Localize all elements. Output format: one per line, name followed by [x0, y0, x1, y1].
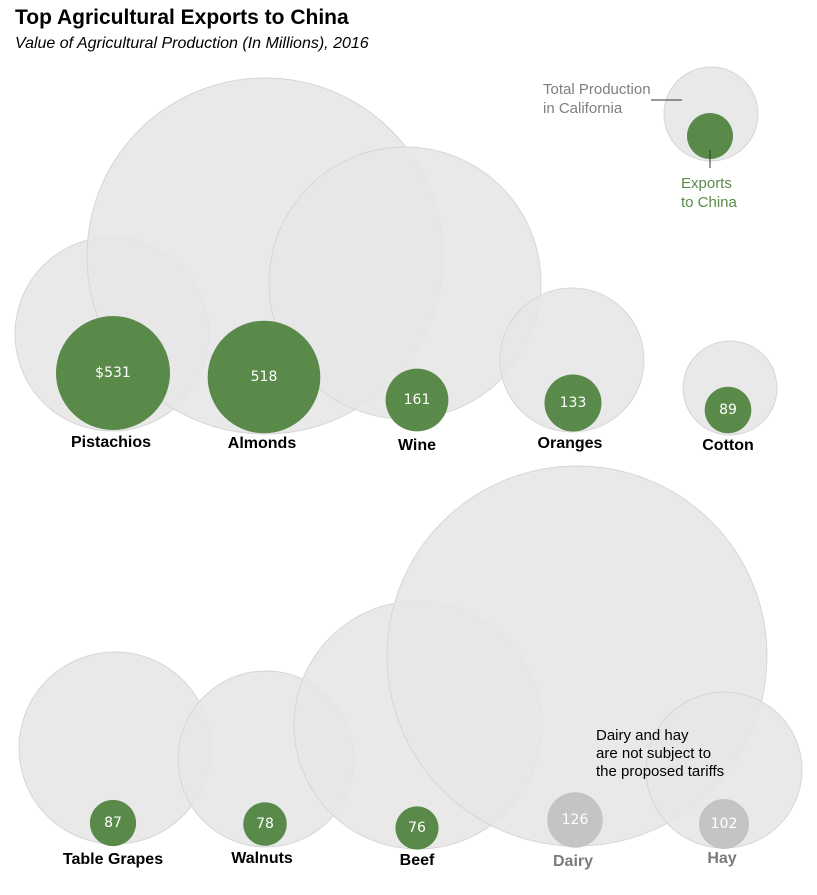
- value-label-cotton: 89: [719, 402, 737, 418]
- chart-title: Top Agricultural Exports to China: [15, 6, 349, 29]
- category-label-almonds: Almonds: [228, 435, 297, 452]
- export-circle-dairy: [547, 792, 603, 848]
- category-label-beef: Beef: [400, 852, 435, 869]
- tariff-note-line: the proposed tariffs: [596, 763, 724, 780]
- export-circle-cotton: [704, 386, 752, 434]
- legend-export-circle: [687, 113, 733, 159]
- value-label-beef: 76: [408, 820, 426, 836]
- export-circle-almonds: [207, 320, 321, 434]
- category-label-table-grapes: Table Grapes: [63, 851, 163, 868]
- value-label-pistachios: $531: [95, 365, 131, 381]
- export-circle-oranges: [544, 374, 602, 432]
- category-label-hay: Hay: [707, 850, 736, 867]
- total-circle-oranges: [499, 287, 645, 433]
- value-label-dairy: 126: [562, 812, 589, 828]
- export-circle-beef: [395, 806, 439, 850]
- export-circle-hay: [699, 799, 749, 849]
- value-label-hay: 102: [711, 816, 738, 832]
- tariff-note-line: Dairy and hay: [596, 727, 689, 744]
- value-label-oranges: 133: [560, 395, 587, 411]
- category-label-cotton: Cotton: [702, 437, 754, 454]
- export-circle-wine: [385, 368, 449, 432]
- value-label-almonds: 518: [251, 369, 278, 385]
- category-label-dairy: Dairy: [553, 853, 593, 870]
- category-label-pistachios: Pistachios: [71, 434, 151, 451]
- export-circle-table-grapes: [89, 799, 137, 847]
- category-label-walnuts: Walnuts: [231, 850, 293, 867]
- category-label-wine: Wine: [398, 437, 436, 454]
- export-circle-walnuts: [243, 802, 287, 846]
- chart-subtitle: Value of Agricultural Production (In Mil…: [15, 35, 369, 52]
- export-circles: $531 518 161 133 89 87 78 76 126 102: [56, 316, 752, 850]
- value-label-wine: 161: [404, 392, 431, 408]
- legend: Total Production in California Exports to C…: [543, 66, 759, 211]
- total-production-circles: [14, 77, 803, 850]
- legend-total-label: in California: [543, 100, 623, 117]
- category-labels: Pistachios Almonds Wine Oranges Cotton Table …: [63, 434, 754, 870]
- value-label-table-grapes: 87: [104, 815, 122, 831]
- value-label-walnuts: 78: [256, 816, 274, 832]
- legend-export-label: Exports: [681, 175, 732, 192]
- legend-total-label: Total Production: [543, 81, 651, 98]
- category-label-oranges: Oranges: [538, 435, 603, 452]
- tariff-note-line: are not subject to: [596, 745, 711, 762]
- export-circle-pistachios: [56, 316, 170, 430]
- legend-export-label: to China: [681, 194, 738, 211]
